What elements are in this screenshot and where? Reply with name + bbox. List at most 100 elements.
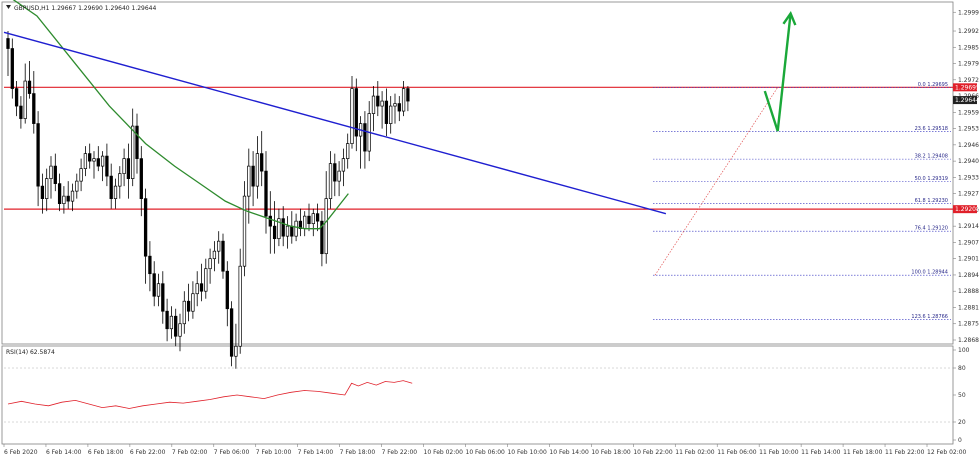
candle-body-bullish (277, 218, 281, 240)
candle (380, 91, 384, 129)
candle-body-bearish (139, 158, 143, 199)
candle (307, 203, 311, 232)
candle (100, 151, 105, 182)
candle-body-bullish (70, 190, 75, 202)
price-tick-label: 1.28945 (958, 272, 979, 279)
candle-body-bullish (393, 103, 397, 107)
candle-body-bearish (290, 225, 294, 237)
candle-body-bearish (229, 308, 234, 357)
candle-body-bullish (294, 220, 298, 237)
candle-body-bullish (285, 225, 290, 237)
fib-swing-line (654, 87, 778, 276)
candle-body-bullish (380, 100, 384, 107)
candle (32, 71, 36, 134)
candle-body-bearish (225, 270, 229, 310)
candle-body-bullish (234, 345, 238, 357)
time-tick-label: 7 Feb 02:00 (172, 449, 208, 456)
candle (384, 88, 389, 137)
time-tick-label: 6 Feb 2020 (4, 449, 38, 456)
candle (251, 151, 255, 207)
price-tick-label: 1.29595 (958, 109, 979, 116)
time-tick-label: 7 Feb 06:00 (214, 449, 250, 456)
candle-body-bearish (199, 283, 204, 292)
main-panel-frame (1, 1, 954, 345)
time-tick-label: 11 Feb 22:00 (885, 449, 925, 456)
candle (40, 173, 45, 214)
candle-body-bullish (62, 195, 66, 204)
time-tick-label: 10 Feb 06:00 (466, 449, 506, 456)
candle-body-bullish (371, 95, 376, 114)
candle-body-bullish (79, 168, 83, 182)
candle-body-bullish (255, 153, 260, 187)
candle (83, 146, 88, 177)
fib-level-label: 61.8 1.29230 (915, 198, 948, 204)
candle-body-bearish (88, 153, 92, 162)
candle-body-bearish (315, 213, 320, 222)
time-tick-label: 11 Feb 02:00 (675, 449, 715, 456)
candle (281, 206, 285, 247)
price-badge (953, 205, 977, 214)
ema-line (12, 0, 349, 230)
candle (397, 96, 401, 122)
candle (62, 186, 66, 214)
candle-body-bearish (260, 153, 264, 172)
time-tick-label: 10 Feb 22:00 (633, 449, 673, 456)
candle (23, 63, 27, 124)
candle (389, 96, 393, 134)
fib-level-label: 50.0 1.29319 (915, 176, 948, 182)
candle-body-bearish (186, 300, 191, 312)
candle (268, 191, 272, 254)
candle (208, 248, 212, 284)
time-tick-label: 6 Feb 18:00 (88, 449, 124, 456)
rsi-line (7, 380, 413, 409)
candle-body-bearish (19, 105, 23, 119)
bearish-trend-line (3, 31, 667, 215)
candle (406, 86, 410, 112)
rsi-tick-label: 0 (958, 437, 962, 444)
candle (57, 173, 62, 212)
candle-body-bullish (122, 158, 126, 174)
rsi-tick-label: 80 (958, 365, 966, 372)
price-tick-label: 1.28750 (958, 321, 979, 328)
candle-body-bearish (105, 155, 109, 177)
candle-body-bullish (401, 88, 406, 112)
trend-line (3, 31, 667, 215)
time-tick-label: 12 Feb 02:00 (927, 449, 967, 456)
candle-body-bearish (148, 255, 152, 275)
candle-body-bullish (337, 170, 341, 182)
candle-body-bearish (135, 125, 139, 159)
candle (182, 291, 186, 334)
candle (242, 181, 247, 277)
fib-level-label: 23.6 1.29518 (915, 126, 948, 132)
candle (191, 281, 195, 319)
candle-body-bullish (100, 155, 105, 167)
fib-level-label: 76.4 1.29120 (915, 226, 948, 232)
candle (285, 216, 290, 249)
symbol-header: GBPUSD,H1 1.29667 1.29690 1.29640 1.2964… (14, 5, 156, 12)
candle-body-bearish (406, 88, 410, 102)
candle (161, 271, 165, 324)
price-badge (953, 83, 977, 92)
candle-body-bullish (169, 315, 174, 330)
candle-body-bullish (389, 105, 393, 124)
candle-body-bullish (324, 198, 328, 255)
candle-body-bearish (298, 220, 303, 230)
candle (363, 111, 367, 169)
candle-body-bullish (303, 215, 307, 230)
price-tick-label: 1.29465 (958, 142, 979, 149)
candle (88, 143, 92, 169)
price-tick-label: 1.29530 (958, 126, 979, 133)
candle (255, 136, 260, 199)
arrow-head-icon (782, 11, 797, 26)
candle-body-bearish (14, 88, 19, 107)
candle (14, 81, 19, 117)
fib-level-label: 0.0 1.29695 (918, 82, 948, 88)
candle-body-bullish (341, 158, 346, 172)
candle-body-bullish (191, 293, 195, 312)
candle-body-bullish (23, 80, 27, 119)
candle (131, 108, 135, 187)
time-axis: 6 Feb 2020 6 Feb 14:00 6 Feb 18:00 6 Feb 22… (3, 444, 967, 456)
fibonacci-retracement: 0.0 1.29695 23.6 1.29518 38.2 1.29408 50.0 … (653, 82, 951, 320)
candle-body-bearish (376, 95, 380, 107)
